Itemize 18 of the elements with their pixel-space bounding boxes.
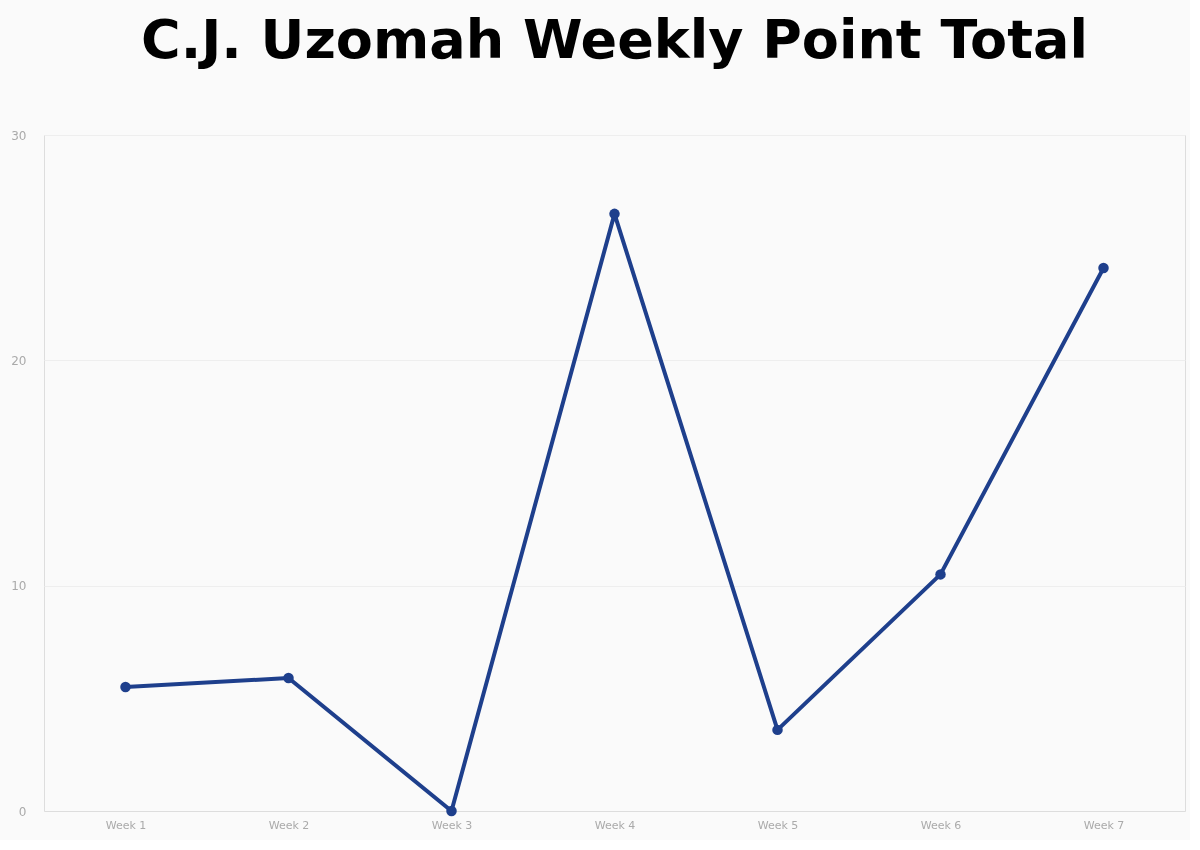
point — [1098, 262, 1109, 274]
x-tick-label: Week 6 — [920, 818, 962, 832]
point — [446, 805, 457, 817]
x-tick-label: Week 1 — [105, 818, 147, 832]
x-tick-label: Week 2 — [268, 818, 310, 832]
point — [120, 681, 131, 693]
x-tick-label: Week 3 — [431, 818, 473, 832]
y-tick-label: 0 — [18, 804, 27, 819]
point — [283, 672, 294, 684]
chart-title: C.J. Uzomah Weekly Point Total — [141, 8, 1088, 71]
x-tick-label: Week 5 — [757, 818, 799, 832]
y-tick-label: 20 — [11, 353, 27, 368]
point — [935, 569, 946, 580]
point — [772, 724, 783, 736]
x-tick-label: Week 7 — [1083, 818, 1125, 832]
x-tick-label: Week 4 — [594, 818, 636, 832]
y-tick-label: 10 — [11, 579, 27, 594]
y-tick-label: 30 — [11, 128, 27, 143]
